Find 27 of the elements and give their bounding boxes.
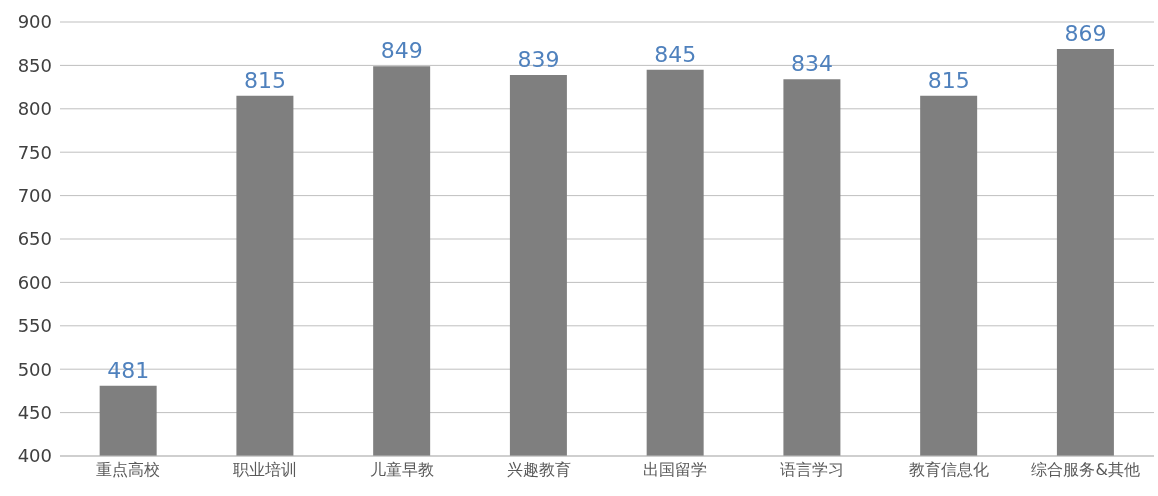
data-label: 481 (107, 357, 150, 383)
y-tick-label: 800 (17, 98, 52, 120)
x-tick-label: 教育信息化 (908, 460, 989, 480)
y-tick-label: 750 (17, 141, 52, 163)
data-label: 869 (1064, 20, 1107, 46)
y-tick-label: 500 (17, 358, 52, 380)
y-tick-label: 600 (17, 271, 52, 293)
x-tick-label: 兴趣教育 (506, 460, 571, 480)
x-tick-label: 综合服务&其他 (1031, 460, 1140, 480)
x-tick-label: 语言学习 (780, 460, 845, 480)
data-label: 815 (243, 67, 286, 93)
y-tick-label: 900 (17, 11, 52, 33)
y-tick-label: 550 (17, 315, 52, 337)
data-label: 849 (380, 38, 423, 64)
y-tick-label: 650 (17, 228, 52, 250)
y-tick-label: 400 (17, 445, 52, 467)
y-tick-label: 850 (17, 54, 52, 76)
x-tick-label: 重点高校 (96, 460, 161, 480)
data-label: 815 (927, 67, 970, 93)
data-label: 834 (790, 51, 833, 77)
data-label: 845 (654, 41, 697, 67)
x-tick-label: 职业培训 (233, 460, 298, 480)
x-tick-label: 出国留学 (643, 460, 708, 480)
y-tick-label: 450 (17, 401, 52, 423)
y-tick-label: 700 (17, 184, 52, 206)
data-label: 839 (517, 46, 560, 72)
x-tick-label: 儿童早教 (369, 460, 434, 480)
